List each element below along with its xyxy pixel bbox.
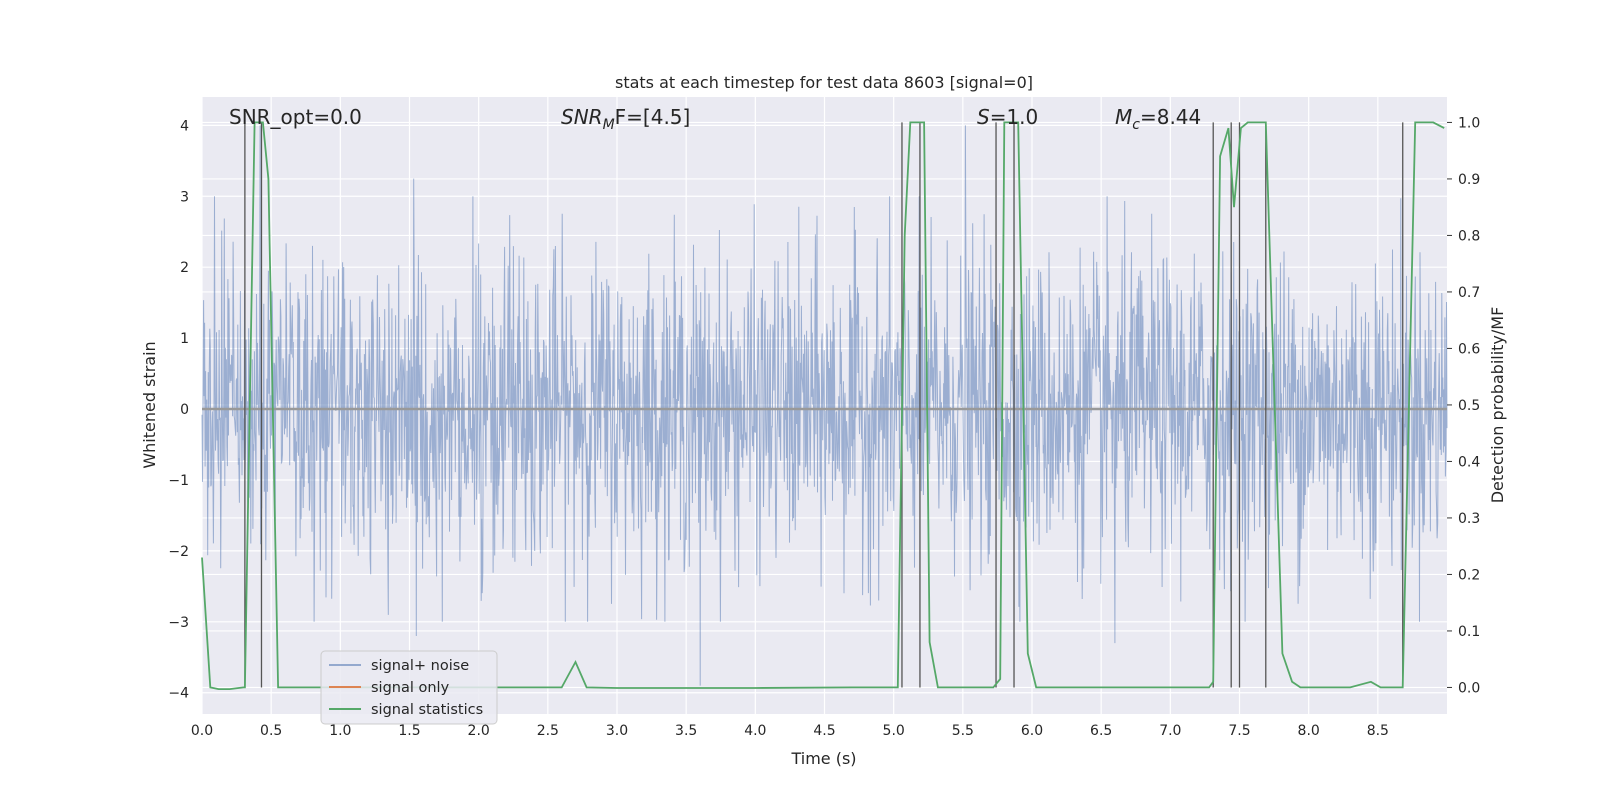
y-axis-label: Whitened strain [140,341,159,468]
x-tick-label: 3.5 [675,723,697,739]
x-tick-label: 3.0 [606,723,628,739]
y-right-tick-label: 0.6 [1458,341,1480,357]
chart-title: stats at each timestep for test data 860… [615,73,1033,92]
snr-mf-main: SNR [561,105,603,129]
x-tick-label: 2.5 [537,723,559,739]
annotation-mc: Mc=8.44 [1115,105,1201,133]
y-right-tick-label: 0.1 [1458,624,1480,640]
y-tick-labels: 4 3 2 1 0 −1 −2 −3 −4 [168,118,189,701]
x-tick-label: 1.5 [398,723,420,739]
y-tick-label: −2 [168,544,189,560]
mc-rest: =8.44 [1140,105,1201,129]
y-right-tick-labels: 1.0 0.9 0.8 0.7 0.6 0.5 0.4 0.3 0.2 0.1 0.0 [1447,115,1480,696]
x-tick-label: 4.0 [744,723,766,739]
x-tick-label: 8.0 [1298,723,1320,739]
y-right-tick-label: 0.4 [1458,454,1480,470]
snr-mf-rest: F=[4.5] [615,105,691,129]
s-rest: =1.0 [990,105,1039,129]
y-right-tick-label: 0.9 [1458,172,1480,188]
legend: signal+ noise signal only signal statist… [320,650,498,725]
y-right-axis-label: Detection probability/MF [1488,307,1507,504]
y-right-tick-label: 0.7 [1458,285,1480,301]
y-tick-label: 3 [180,189,189,205]
y-tick-label: −4 [168,686,189,702]
x-tick-label: 6.0 [1021,723,1043,739]
y-right-tick-label: 1.0 [1458,115,1480,131]
x-tick-label: 0.5 [260,723,282,739]
x-tick-label: 2.0 [468,723,490,739]
x-tick-label: 6.5 [1090,723,1112,739]
x-axis-label: Time (s) [790,749,856,768]
y-tick-label: −1 [168,473,189,489]
y-tick-label: 2 [180,260,189,276]
annotation-s: S=1.0 [977,105,1038,129]
x-tick-label: 5.5 [952,723,974,739]
y-tick-label: 4 [180,118,189,134]
x-tick-label: 8.5 [1367,723,1389,739]
legend-label-signal-only: signal only [371,680,450,696]
y-tick-label: −3 [168,615,189,631]
x-tick-label: 7.5 [1228,723,1250,739]
mc-main: M [1115,105,1132,129]
x-tick-label: 4.5 [813,723,835,739]
s-main: S [977,105,990,129]
y-tick-label: 0 [180,402,189,418]
x-tick-label: 0.0 [191,723,213,739]
y-right-tick-label: 0.0 [1458,680,1480,696]
x-tick-label: 1.0 [329,723,351,739]
x-tick-label: 5.0 [883,723,905,739]
mc-sub: c [1132,117,1140,133]
annotation-snr-mf: SNRMF=[4.5] [561,105,690,133]
y-right-tick-label: 0.3 [1458,511,1480,527]
detection-lines [244,122,1404,688]
annotation-snr-opt: SNR_opt=0.0 [229,105,362,129]
y-tick-label: 1 [180,331,189,347]
legend-label-signal-statistics: signal statistics [371,702,483,718]
legend-box [320,650,498,725]
legend-label-signal-noise: signal+ noise [371,658,469,674]
x-tick-labels: 0.0 0.5 1.0 1.5 2.0 2.5 3.0 3.5 4.0 4.5 5.0 5.5 6.0 6… [191,723,1389,739]
x-tick-label: 7.0 [1159,723,1181,739]
series-signal-statistics [201,121,1445,690]
y-right-tick-label: 0.2 [1458,567,1480,583]
signal-statistics-line [201,121,1445,690]
snr-mf-sub: M [603,117,615,133]
y-right-tick-label: 0.8 [1458,228,1480,244]
y-right-tick-label: 0.5 [1458,398,1480,414]
